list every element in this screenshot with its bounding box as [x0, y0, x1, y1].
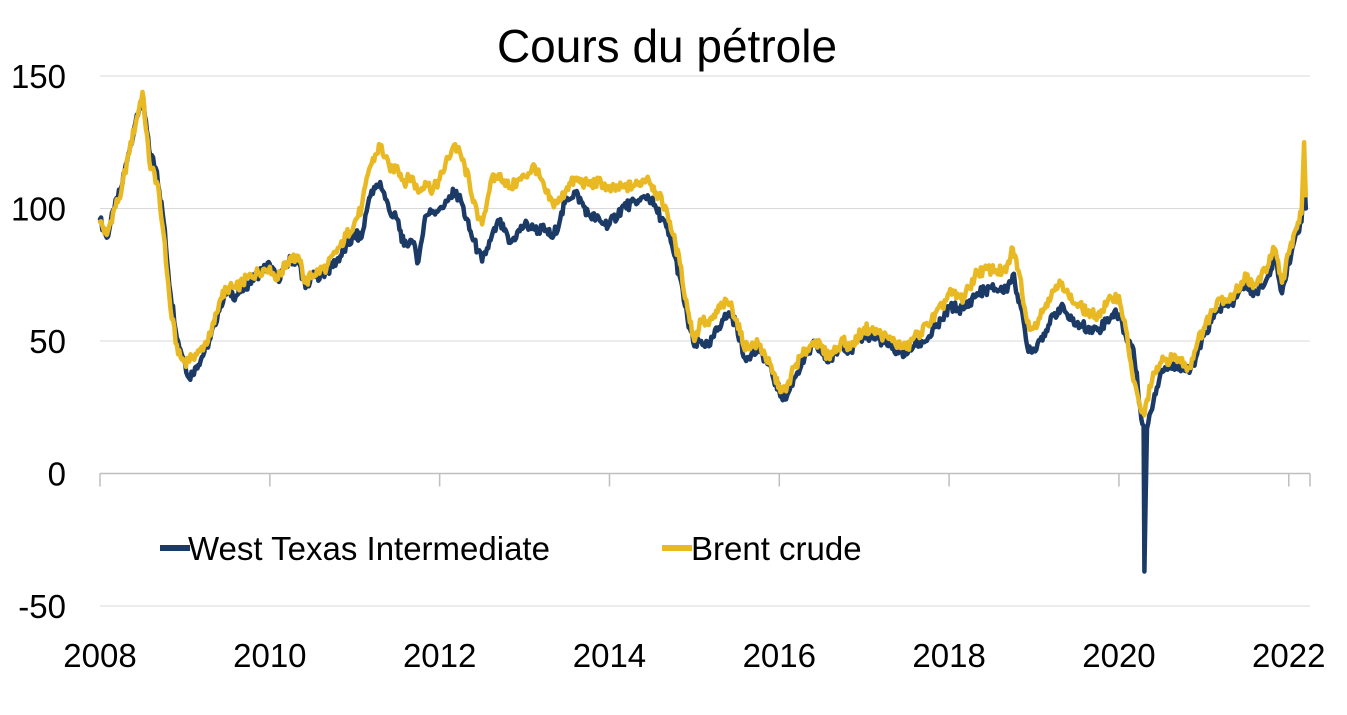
series-lines	[97, 89, 1309, 574]
x-tick-label: 2012	[403, 637, 476, 674]
chart-title: Cours du pétrole	[497, 20, 837, 72]
legend-label-wti: West Texas Intermediate	[188, 530, 550, 567]
x-tick-label: 2010	[233, 637, 306, 674]
y-axis-tick-labels: 150 100 50 0 -50	[11, 58, 66, 625]
x-tick-label: 2018	[912, 637, 985, 674]
x-tick-label: 2016	[743, 637, 816, 674]
series-line-brent	[97, 89, 1309, 418]
x-tick-label: 2020	[1082, 637, 1155, 674]
y-tick-label: 150	[11, 58, 66, 95]
legend-item-brent: Brent crude	[662, 530, 862, 567]
y-tick-label: -50	[18, 588, 66, 625]
x-tick-label: 2008	[63, 637, 136, 674]
y-tick-label: 50	[29, 323, 66, 360]
x-axis	[99, 473, 1311, 487]
legend-item-wti: West Texas Intermediate	[160, 530, 550, 567]
x-tick-label: 2014	[573, 637, 646, 674]
y-tick-label: 0	[48, 456, 66, 493]
legend: West Texas Intermediate Brent crude	[160, 530, 862, 567]
y-tick-label: 100	[11, 191, 66, 228]
x-tick-label: 2022	[1252, 637, 1325, 674]
x-axis-tick-labels: 2008 2010 2012 2014 2016 2018 2020 2022	[63, 637, 1325, 674]
legend-label-brent: Brent crude	[691, 530, 862, 567]
